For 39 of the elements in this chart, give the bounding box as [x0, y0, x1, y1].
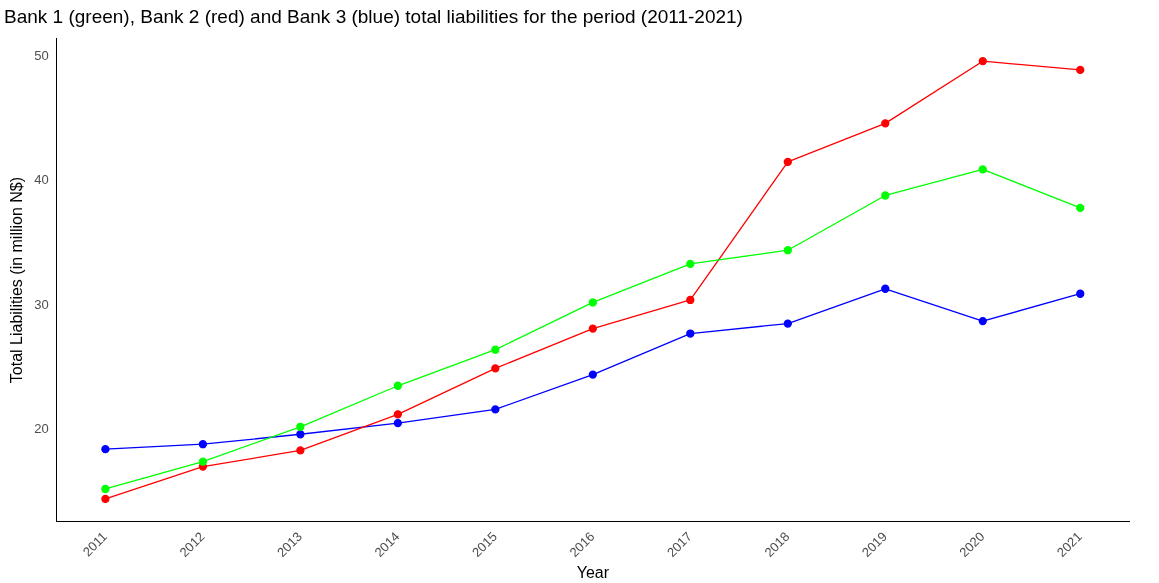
point: [686, 329, 695, 338]
point: [101, 445, 110, 454]
point: [393, 410, 403, 419]
point: [783, 246, 792, 255]
point: [1076, 65, 1085, 75]
point: [588, 370, 597, 379]
point: [881, 119, 890, 128]
point: [978, 57, 987, 66]
y-axis-title: Total Liabilities (in million N$): [8, 176, 26, 384]
y-tick-label: 30: [34, 296, 49, 312]
point: [588, 298, 597, 307]
point: [296, 446, 305, 455]
point: [881, 284, 890, 293]
point: [101, 494, 110, 504]
point: [296, 430, 305, 439]
point: [491, 364, 500, 373]
point: [393, 418, 403, 428]
point: [588, 324, 597, 333]
point: [296, 422, 305, 431]
point: [881, 191, 890, 200]
point: [1076, 289, 1085, 298]
y-tick-label: 40: [34, 172, 49, 188]
point: [198, 457, 208, 466]
point: [783, 157, 792, 167]
point: [978, 316, 987, 326]
point: [686, 295, 695, 305]
point: [491, 345, 500, 354]
point: [198, 440, 208, 449]
point: [101, 484, 110, 494]
point: [783, 319, 792, 328]
point: [686, 259, 695, 269]
point: [1076, 203, 1085, 213]
point: [491, 405, 500, 414]
y-tick-label: 50: [34, 47, 49, 63]
y-tick-label: 20: [34, 420, 49, 436]
chart-title: Bank 1 (green), Bank 2 (red) and Bank 3 (blue) total liabilities for the period (2011-2021): [4, 5, 743, 27]
x-axis-title: Year: [576, 563, 610, 581]
point: [393, 381, 403, 390]
point: [978, 165, 987, 174]
